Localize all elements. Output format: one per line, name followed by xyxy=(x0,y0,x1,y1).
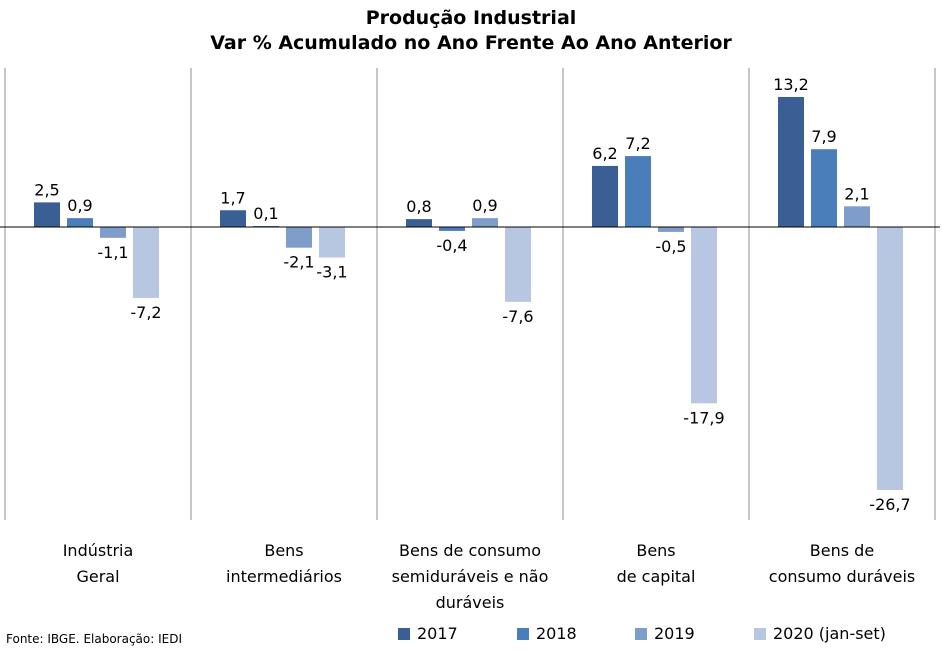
bar-2019-cat1 xyxy=(286,227,312,248)
data-label-2020-cat2: -7,6 xyxy=(502,307,533,326)
chart-title-line-1: Produção Industrial xyxy=(365,7,577,29)
data-label-2020-cat1: -3,1 xyxy=(316,263,347,282)
data-label-2018-cat3: 7,2 xyxy=(625,134,650,153)
bar-2017-cat1 xyxy=(220,210,246,227)
legend-item-2017: 2017 xyxy=(398,624,458,643)
legend-swatch-2018 xyxy=(517,627,529,640)
data-label-2019-cat3: -0,5 xyxy=(655,237,686,256)
bar-2017-cat3 xyxy=(592,165,618,227)
bar-2020-cat1 xyxy=(319,227,345,258)
bar-2019-cat3 xyxy=(658,227,684,232)
legend-item-2018: 2018 xyxy=(517,624,577,643)
category-label-industria-geral: Indústria Geral xyxy=(62,541,134,586)
chart-title: Produção Industrial Var % Acumulado no A… xyxy=(0,6,942,56)
legend-label-2020: 2020 (jan-set) xyxy=(773,624,886,643)
data-label-2018-cat1: 0,1 xyxy=(253,204,278,223)
data-label-2017-cat2: 0,8 xyxy=(406,197,431,216)
data-label-2019-cat4: 2,1 xyxy=(844,184,869,203)
legend-swatch-2019 xyxy=(635,627,647,640)
bar-2018-cat2 xyxy=(439,227,465,231)
data-label-2017-cat0: 2,5 xyxy=(34,180,59,199)
legend-label-2018: 2018 xyxy=(536,624,577,643)
bar-2020-cat0 xyxy=(133,227,159,298)
bar-2020-cat4 xyxy=(877,227,903,490)
bar-2020-cat3 xyxy=(691,227,717,404)
category-label-bens-intermediarios: Bens intermediários xyxy=(226,541,342,586)
data-label-2020-cat4: -26,7 xyxy=(869,495,910,514)
legend-label-2019: 2019 xyxy=(654,624,695,643)
bar-2018-cat3 xyxy=(625,156,651,227)
category-label-bens-consumo-duraveis: Bens de consumo duráveis xyxy=(768,541,916,586)
chart-title-line-2: Var % Acumulado no Ano Frente Ao Ano Ant… xyxy=(210,32,732,54)
category-label-bens-consumo-semiduraveis: Bens de consumo semiduráveis e não duráv… xyxy=(391,541,549,612)
legend-swatch-2020 xyxy=(754,627,766,640)
bar-2018-cat4 xyxy=(811,149,837,227)
data-label-2018-cat2: -0,4 xyxy=(436,236,467,255)
legend-swatch-2017 xyxy=(398,627,410,640)
data-label-2019-cat0: -1,1 xyxy=(97,243,128,262)
data-label-2017-cat3: 6,2 xyxy=(592,144,617,163)
legend-item-2020: 2020 (jan-set) xyxy=(754,624,886,643)
bar-2019-cat2 xyxy=(472,218,498,227)
data-label-2018-cat0: 0,9 xyxy=(67,196,92,215)
bar-2018-cat0 xyxy=(67,218,93,227)
legend-label-2017: 2017 xyxy=(417,624,458,643)
data-label-2020-cat3: -17,9 xyxy=(683,408,724,427)
category-label-bens-de-capital: Bens de capital xyxy=(616,541,696,586)
data-label-2019-cat2: 0,9 xyxy=(472,196,497,215)
legend-item-2019: 2019 xyxy=(635,624,695,643)
bar-2017-cat2 xyxy=(406,219,432,227)
bar-2020-cat2 xyxy=(505,227,531,302)
chart-legend: 2017 2018 2019 2020 (jan-set) xyxy=(0,624,942,648)
source-note: Fonte: IBGE. Elaboração: IEDI xyxy=(6,632,183,646)
data-label-2019-cat1: -2,1 xyxy=(283,253,314,272)
bar-2019-cat4 xyxy=(844,206,870,227)
bar-2017-cat4 xyxy=(778,96,804,227)
bar-2017-cat0 xyxy=(34,202,60,227)
data-label-2017-cat1: 1,7 xyxy=(220,188,245,207)
data-label-2018-cat4: 7,9 xyxy=(811,127,836,146)
data-label-2017-cat4: 13,2 xyxy=(773,75,809,94)
data-label-2020-cat0: -7,2 xyxy=(130,303,161,322)
bar-2019-cat0 xyxy=(100,227,126,238)
